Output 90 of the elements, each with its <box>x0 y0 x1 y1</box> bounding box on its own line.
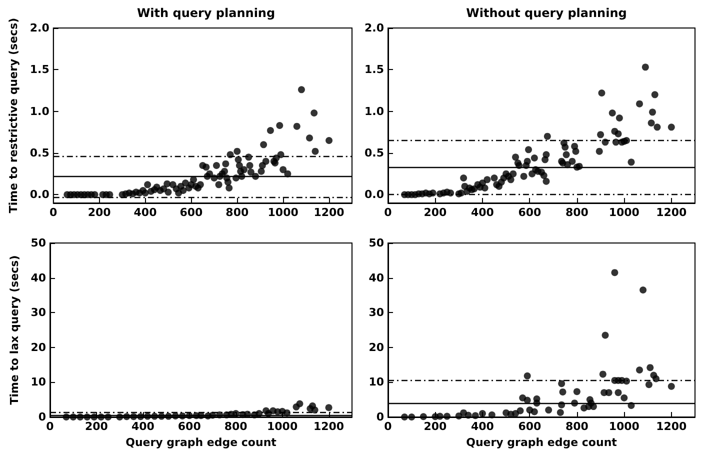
y-tick-label: 30 <box>368 306 384 320</box>
y-tick-label: 0.5 <box>364 146 384 160</box>
point <box>545 406 552 414</box>
x-tick-label: 600 <box>518 206 542 219</box>
point <box>524 396 531 404</box>
point <box>420 413 427 420</box>
chart-title: With query planning <box>136 6 276 20</box>
point <box>599 370 606 378</box>
y-tick-label: 1.5 <box>364 63 384 76</box>
x-tick-label: 0 <box>50 206 58 219</box>
x-tick-label: 400 <box>131 420 155 433</box>
point <box>559 388 566 396</box>
point <box>296 400 304 408</box>
x-tick-label: 800 <box>565 420 589 433</box>
x-tick-label: 400 <box>470 420 494 433</box>
x-tick-label: 1200 <box>313 420 344 433</box>
point <box>325 404 332 412</box>
x-tick-label: 600 <box>180 206 204 219</box>
x-tick-label: 800 <box>226 206 249 219</box>
y-tick-label: 0 <box>376 410 384 424</box>
point <box>614 389 622 396</box>
point <box>620 394 628 402</box>
x-tick-label: 0 <box>384 206 392 219</box>
y-tick-label: 20 <box>30 340 46 354</box>
x-axis-title: Query graph edge count <box>466 436 617 449</box>
point <box>640 286 647 294</box>
point <box>464 412 472 419</box>
x-tick-label: 800 <box>565 206 589 219</box>
x-tick-label: 1000 <box>268 206 299 219</box>
y-tick-label: 1.0 <box>30 104 50 118</box>
point <box>516 407 524 414</box>
y-tick-label: 1.5 <box>30 63 50 76</box>
point <box>573 388 580 396</box>
x-tick-label: 200 <box>84 420 108 433</box>
y-tick-label: 40 <box>30 271 46 284</box>
point <box>623 378 630 385</box>
x-tick-label: 200 <box>424 206 448 219</box>
x-tick-label: 1000 <box>608 206 640 219</box>
x-tick-label: 1000 <box>608 420 640 433</box>
y-tick-label: 2.0 <box>30 22 50 34</box>
y-axis-title: Time to restrictive query (secs) <box>7 18 20 214</box>
y-axis-title: Time to lax query (secs) <box>8 255 21 405</box>
point <box>652 375 660 382</box>
x-tick-label: 400 <box>134 206 158 219</box>
y-tick-label: 50 <box>368 236 384 250</box>
y-tick-label: 10 <box>30 376 46 389</box>
y-tick-label: 30 <box>30 306 46 320</box>
point <box>478 410 486 418</box>
point <box>556 408 564 416</box>
point <box>611 269 618 276</box>
x-tick-label: 1200 <box>656 420 688 433</box>
y-tick-label: 40 <box>368 271 384 284</box>
point <box>558 380 566 388</box>
y-tick-label: 0.5 <box>30 146 50 160</box>
point <box>488 411 496 418</box>
point <box>668 382 675 390</box>
x-tick-label: 200 <box>424 420 448 433</box>
x-tick-label: 0 <box>384 420 392 433</box>
point <box>311 406 318 414</box>
point <box>530 408 538 416</box>
point <box>408 414 416 420</box>
point <box>605 389 612 396</box>
x-tick-label: 1200 <box>656 206 688 219</box>
y-tick-label: 10 <box>368 376 384 389</box>
point <box>590 403 597 410</box>
point <box>602 332 609 339</box>
point <box>646 364 654 372</box>
x-tick-label: 600 <box>178 420 202 433</box>
x-tick-label: 600 <box>518 420 542 433</box>
point <box>472 412 479 420</box>
y-tick-label: 20 <box>368 340 384 354</box>
y-tick-label: 0.0 <box>364 188 384 202</box>
point <box>401 414 408 420</box>
y-tick-label: 1.0 <box>364 104 384 118</box>
x-tick-label: 800 <box>224 420 248 433</box>
y-tick-label: 50 <box>30 236 46 250</box>
point <box>645 381 652 388</box>
x-tick-label: 1000 <box>266 420 298 433</box>
x-tick-label: 1200 <box>314 206 345 219</box>
point <box>444 412 451 420</box>
x-tick-label: 200 <box>88 206 112 219</box>
point <box>436 412 444 420</box>
chart-title: Without query planning <box>466 6 627 20</box>
point <box>636 366 644 374</box>
y-tick-label: 2.0 <box>364 22 384 34</box>
point <box>524 372 531 380</box>
x-tick-label: 400 <box>470 206 494 219</box>
x-axis-title: Query graph edge count <box>126 436 276 449</box>
y-tick-label: 0 <box>38 410 46 424</box>
y-tick-label: 0.0 <box>30 188 50 202</box>
